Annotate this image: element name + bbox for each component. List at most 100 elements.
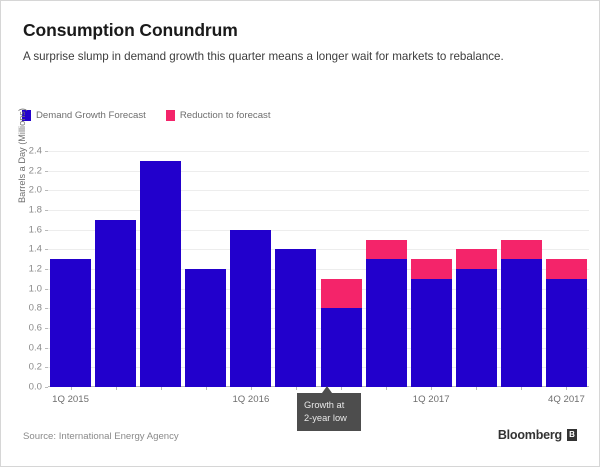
y-tick-label: 2.4 [28,145,42,157]
y-tick-label: 2.0 [28,184,42,196]
bar-segment-reduction-to-forecast[interactable] [365,239,407,260]
legend-item[interactable]: Reduction to forecast [165,110,271,121]
bar-group[interactable] [140,160,182,387]
x-tick-mark [476,387,478,390]
y-tick-mark [45,190,48,192]
y-tick-mark [45,229,48,231]
x-tick-mark [160,387,162,390]
x-tick-mark [250,387,252,390]
bar-segment-demand-growth-forecast[interactable] [500,259,542,387]
y-tick-label: 1.0 [28,283,42,295]
x-tick-mark [431,387,433,390]
bar-segment-demand-growth-forecast[interactable] [230,229,272,387]
y-tick-label: 1.6 [28,224,42,236]
chart-legend: Demand Growth Forecast Reduction to forec… [22,110,291,121]
bar-segment-demand-growth-forecast[interactable] [320,308,362,387]
gridline [48,269,589,270]
x-tick-label: 4Q 2017 [548,394,585,405]
x-tick-label: 1Q 2017 [412,394,450,405]
y-tick-mark [45,308,48,310]
gridline [48,170,589,172]
y-tick-mark [45,210,48,211]
bar-group[interactable] [545,259,587,387]
bar-segment-demand-growth-forecast[interactable] [275,249,317,387]
legend-swatch-icon [165,110,175,121]
gridline [48,249,589,251]
annotation-pointer-icon [322,386,332,393]
bar-segment-demand-growth-forecast[interactable] [185,269,227,387]
x-axis-baseline [48,386,589,387]
y-tick-label: 1.2 [28,263,42,275]
brand-logo: Bloomberg B [498,428,577,442]
bar-group[interactable] [365,239,407,387]
gridline [48,151,589,152]
bar-group[interactable] [185,269,227,387]
bar-segment-demand-growth-forecast[interactable] [365,259,407,387]
legend-label: Demand Growth Forecast [36,110,146,121]
y-tick-label: 0.2 [28,361,42,373]
annotation-callout: Growth at 2-year low [297,393,361,431]
gridline [48,367,589,369]
x-tick-mark [115,387,117,390]
y-tick-mark [45,151,48,152]
gridline [48,288,589,290]
legend-label: Reduction to forecast [179,110,271,121]
y-tick-mark [45,288,48,290]
bar-segment-reduction-to-forecast[interactable] [500,239,542,260]
y-tick-label: 0.8 [28,302,42,314]
y-tick-mark [45,170,48,172]
brand-mark-icon: B [567,429,577,441]
y-tick-label: 2.2 [28,165,42,177]
x-tick-mark [70,387,72,390]
y-tick-label: 1.4 [28,243,42,255]
y-tick-mark [45,328,48,329]
bar-segment-reduction-to-forecast[interactable] [320,278,362,309]
y-tick-mark [45,269,48,270]
bar-segment-demand-growth-forecast[interactable] [140,160,182,387]
gridline [48,210,589,211]
y-tick-mark [45,347,48,349]
bar-segment-reduction-to-forecast[interactable] [410,259,452,279]
bar-segment-demand-growth-forecast[interactable] [410,278,452,387]
x-tick-label: 1Q 2015 [52,394,89,405]
y-tick-mark [45,367,48,369]
x-tick-mark [295,387,297,390]
y-tick-label: 0.6 [28,322,42,334]
bar-group[interactable] [230,229,272,387]
gridline [48,347,589,349]
bar-group[interactable] [410,259,452,387]
legend-swatch-icon [22,110,31,121]
bar-group[interactable] [500,239,542,387]
y-tick-label: 0.0 [28,381,42,393]
x-tick-mark [566,387,568,390]
y-tick-mark [45,387,48,388]
gridline [48,190,589,192]
source-note: Source: International Energy Agency [23,431,179,442]
bar-segment-reduction-to-forecast[interactable] [545,259,587,279]
bar-segment-demand-growth-forecast[interactable] [455,269,497,387]
gridline [48,328,589,329]
y-tick-label: 0.4 [28,342,42,354]
y-axis-title: Barrels a Day (Millions) [17,108,27,203]
bar-segment-reduction-to-forecast[interactable] [455,249,497,269]
x-tick-mark [341,387,343,390]
chart-subtitle: A surprise slump in demand growth this q… [23,50,504,63]
y-tick-mark [45,249,48,251]
brand-label: Bloomberg [497,428,562,442]
y-tick-label: 1.8 [28,204,42,216]
bar-segment-demand-growth-forecast[interactable] [95,219,137,387]
bar-group[interactable] [50,259,92,387]
bar-group[interactable] [275,249,317,387]
plot-area: Barrels a Day (Millions) 0.0 0.2 0.4 0.6 0.8… [17,108,589,405]
x-tick-mark [521,387,523,390]
page-title: Consumption Conundrum [23,20,238,40]
legend-item[interactable]: Demand Growth Forecast [22,110,146,121]
bar-group[interactable] [455,249,497,387]
x-tick-mark [386,387,388,390]
bar-segment-demand-growth-forecast[interactable] [50,259,92,387]
bar-group[interactable] [95,219,137,387]
bar-segment-demand-growth-forecast[interactable] [545,278,587,387]
x-tick-label: 1Q 2016 [232,394,270,405]
bar-group[interactable] [320,278,362,387]
